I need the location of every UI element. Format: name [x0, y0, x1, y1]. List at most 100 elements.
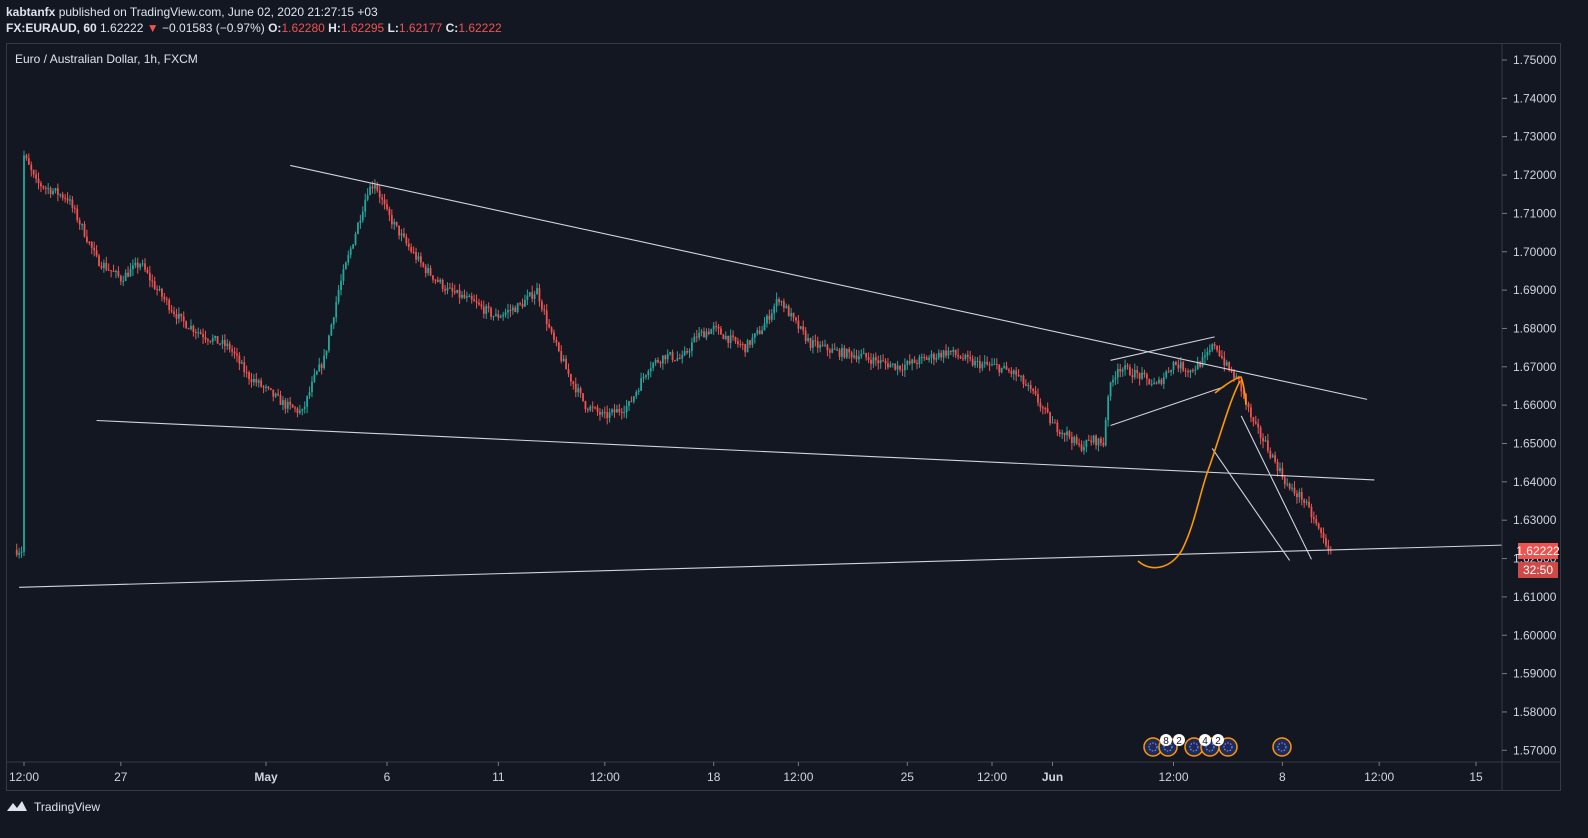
low-label: L: — [387, 21, 399, 35]
candle-body — [337, 289, 340, 302]
candle-body — [606, 412, 609, 419]
candle-body — [1116, 368, 1119, 378]
price-tick-label: 1.68000 — [1513, 321, 1557, 335]
candle-body — [1177, 364, 1180, 369]
author-name[interactable]: kabtanfx — [6, 5, 56, 19]
candle-body — [436, 279, 439, 282]
candle-body — [858, 356, 860, 360]
candle-body — [291, 404, 294, 408]
candle-body — [439, 279, 442, 282]
candle-body — [1223, 357, 1226, 366]
candle-body — [739, 344, 742, 346]
trendline-channel-upper[interactable] — [1240, 415, 1312, 560]
candle-body — [468, 296, 471, 298]
trendline-flag-lower[interactable] — [1110, 386, 1225, 426]
candle-body — [867, 357, 870, 360]
price-tick-label: 1.57000 — [1513, 743, 1557, 757]
last-price: 1.62222 — [100, 21, 144, 35]
candle-body — [40, 183, 42, 187]
candle-body — [802, 326, 805, 331]
candle-body — [180, 313, 183, 317]
candle-body — [465, 296, 468, 298]
footer-brand[interactable]: TradingView — [6, 799, 100, 815]
candle-body — [995, 363, 998, 365]
price-tick-label: 1.60000 — [1513, 628, 1557, 642]
candle-body — [916, 363, 918, 365]
candle-body — [78, 220, 81, 225]
candle-body — [221, 340, 224, 344]
candle-body — [98, 255, 100, 267]
candle-body — [766, 315, 768, 324]
candle-body — [175, 314, 178, 319]
candle-body — [1271, 455, 1274, 458]
candle-body — [315, 371, 318, 375]
down-arrow-icon: ▼ — [146, 21, 159, 35]
candle-body — [669, 352, 672, 355]
price-tick-label: 1.69000 — [1513, 283, 1557, 297]
candle-body — [429, 268, 432, 276]
candle-body — [1034, 390, 1037, 395]
eu-stars-icon — [1148, 742, 1158, 752]
candle-body — [463, 294, 466, 298]
candle-body — [177, 313, 180, 319]
economic-event-flag-icon[interactable] — [1272, 737, 1292, 757]
candle-body — [1056, 422, 1059, 433]
candle-body — [695, 336, 698, 338]
candle-body — [427, 268, 430, 274]
candle-body — [1029, 385, 1032, 389]
candle-body — [366, 195, 369, 200]
candle-body — [879, 360, 882, 364]
candle-body — [165, 299, 168, 301]
candle-body — [311, 381, 313, 393]
candle-body — [1100, 438, 1102, 443]
candle-body — [286, 401, 289, 409]
candle-body — [250, 379, 253, 383]
candle-body — [821, 344, 824, 346]
candle-body — [724, 335, 727, 340]
event-count-badge — [1212, 734, 1224, 746]
candle-body — [153, 281, 156, 290]
price-tick-label: 1.58000 — [1513, 705, 1557, 719]
candle-body — [819, 344, 822, 348]
candle-body — [236, 353, 238, 356]
projection-arrowhead — [1214, 376, 1247, 406]
candle-body — [1092, 435, 1095, 443]
candle-body — [54, 188, 57, 191]
candle-body — [877, 360, 880, 364]
candle-body — [1288, 483, 1291, 489]
trendline-middle-support[interactable] — [96, 419, 1375, 481]
price-tick-label: 1.65000 — [1513, 437, 1557, 451]
candle-body — [37, 178, 40, 184]
candle-body — [320, 364, 323, 368]
candle-body — [841, 347, 843, 357]
candle-body — [1233, 371, 1235, 379]
candle-body — [49, 188, 52, 195]
candle-body — [843, 347, 846, 358]
candle-body — [1003, 366, 1005, 368]
candle-body — [410, 247, 413, 252]
trendline-channel-lower[interactable] — [1211, 448, 1291, 561]
trendline-lower-support[interactable] — [19, 544, 1503, 588]
candle-body — [971, 358, 974, 366]
candle-body — [1080, 444, 1083, 451]
candle-body — [393, 221, 396, 225]
candle-body — [56, 188, 59, 195]
candle-body — [253, 378, 255, 383]
candle-body — [284, 400, 287, 409]
candle-body — [487, 306, 490, 309]
open-value: 1.62280 — [281, 21, 325, 35]
countdown-tag-bg — [1518, 562, 1558, 578]
chart-legend[interactable]: Euro / Australian Dollar, 1h, FXCM — [15, 52, 198, 66]
trendline-flag-upper[interactable] — [1110, 336, 1215, 361]
candle-body — [1286, 483, 1289, 485]
economic-event-flag-icon[interactable] — [1218, 737, 1238, 757]
candle-body — [134, 262, 137, 266]
trendline-upper-resistance[interactable] — [290, 164, 1368, 400]
candle-body — [1259, 427, 1262, 438]
candle-body — [884, 361, 887, 364]
candle-body — [294, 407, 296, 409]
candle-body — [623, 412, 626, 414]
candle-body — [151, 280, 154, 282]
